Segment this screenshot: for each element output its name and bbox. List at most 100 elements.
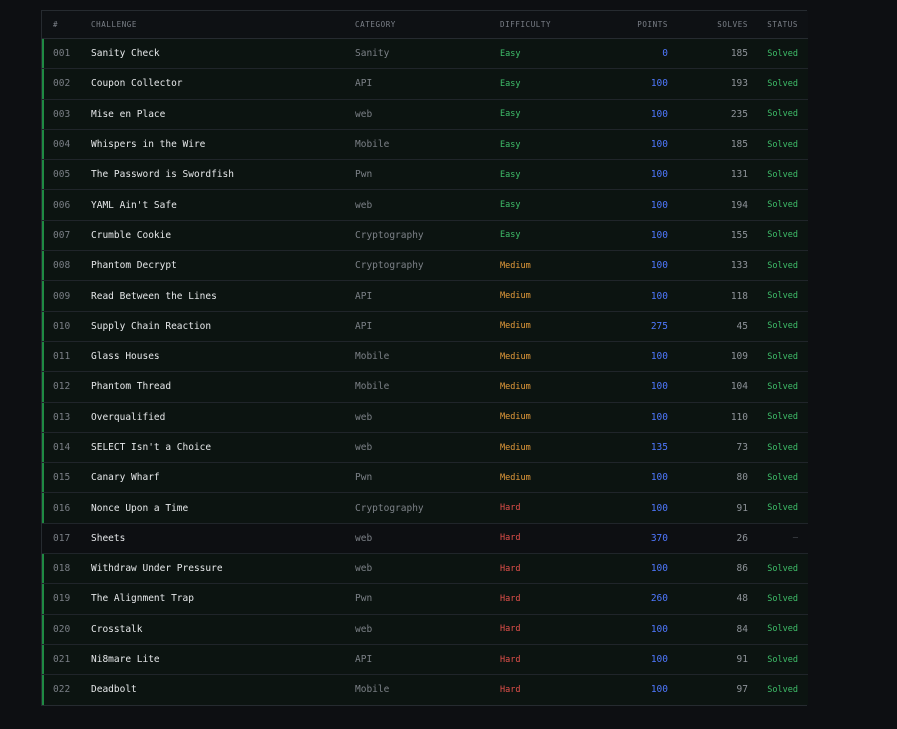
- challenge-number: 019: [42, 583, 91, 615]
- solves-count: 185: [674, 38, 754, 70]
- challenges-table: # CHALLENGE CATEGORY DIFFICULTY POINTS S…: [42, 11, 808, 705]
- points-value: 275: [600, 311, 674, 342]
- status-badge: Solved: [754, 280, 808, 312]
- table-row[interactable]: 012 Phantom Thread Mobile Medium 100 104 Solve…: [42, 371, 808, 403]
- header-solves[interactable]: SOLVES: [674, 11, 754, 39]
- table-row[interactable]: 020 Crosstalk web Hard 100 84 Solved: [42, 614, 808, 645]
- points-value: 100: [600, 674, 674, 705]
- table-row[interactable]: 021 Ni8mare Lite API Hard 100 91 Solved: [42, 644, 808, 676]
- challenge-name: Coupon Collector: [91, 68, 355, 100]
- table-row[interactable]: 016 Nonce Upon a Time Cryptography Hard 100 9…: [42, 492, 808, 524]
- points-value: 100: [600, 462, 674, 494]
- solves-count: 194: [674, 189, 754, 221]
- points-value: 370: [600, 523, 674, 555]
- table-row[interactable]: 001 Sanity Check Sanity Easy 0 185 Solved: [42, 38, 808, 70]
- challenge-category: web: [355, 523, 500, 555]
- status-badge: Solved: [754, 189, 808, 221]
- challenge-category: web: [355, 99, 500, 130]
- table-row[interactable]: 007 Crumble Cookie Cryptography Easy 100 155 S…: [42, 220, 808, 252]
- header-row: # CHALLENGE CATEGORY DIFFICULTY POINTS S…: [42, 11, 808, 39]
- table-row[interactable]: 010 Supply Chain Reaction API Medium 275 45 So…: [42, 311, 808, 342]
- header-status[interactable]: STATUS: [754, 11, 808, 39]
- solves-count: 86: [674, 553, 754, 585]
- status-badge: Solved: [754, 68, 808, 100]
- header-points[interactable]: POINTS: [600, 11, 674, 39]
- header-number[interactable]: #: [42, 11, 91, 39]
- header-difficulty[interactable]: DIFFICULTY: [500, 11, 600, 39]
- challenge-name: The Alignment Trap: [91, 583, 355, 615]
- points-value: 100: [600, 189, 674, 221]
- challenge-category: web: [355, 614, 500, 645]
- status-badge: Solved: [754, 129, 808, 161]
- difficulty-label: Easy: [500, 189, 600, 221]
- table-row[interactable]: 017 Sheets web Hard 370 26—: [42, 523, 808, 555]
- challenge-number: 022: [42, 674, 91, 705]
- table-row[interactable]: 009 Read Between the Lines API Medium 100 118…: [42, 280, 808, 312]
- points-value: 260: [600, 583, 674, 615]
- difficulty-label: Easy: [500, 129, 600, 161]
- status-badge: Solved: [754, 432, 808, 464]
- table-row[interactable]: 014 SELECT Isn't a Choice web Medium 135 73 So…: [42, 432, 808, 464]
- difficulty-label: Hard: [500, 644, 600, 676]
- challenge-name: Phantom Thread: [91, 371, 355, 403]
- challenge-name: Withdraw Under Pressure: [91, 553, 355, 585]
- challenge-category: Mobile: [355, 371, 500, 403]
- difficulty-label: Hard: [500, 583, 600, 615]
- difficulty-label: Easy: [500, 68, 600, 100]
- points-value: 100: [600, 402, 674, 433]
- solves-count: 45: [674, 311, 754, 342]
- challenge-number: 008: [42, 250, 91, 282]
- challenge-name: Supply Chain Reaction: [91, 311, 355, 342]
- challenge-category: web: [355, 432, 500, 464]
- difficulty-label: Hard: [500, 492, 600, 524]
- difficulty-label: Medium: [500, 432, 600, 464]
- difficulty-label: Easy: [500, 159, 600, 191]
- challenge-category: web: [355, 189, 500, 221]
- table-row[interactable]: 019 The Alignment Trap Pwn Hard 260 48 Solved: [42, 583, 808, 615]
- challenge-category: API: [355, 68, 500, 100]
- challenge-number: 016: [42, 492, 91, 524]
- status-badge: Solved: [754, 311, 808, 342]
- table-row[interactable]: 013 Overqualified web Medium 100 110 Solved: [42, 402, 808, 433]
- challenge-category: API: [355, 644, 500, 676]
- table-row[interactable]: 005 The Password is Swordfish Pwn Easy 100 13…: [42, 159, 808, 191]
- points-value: 100: [600, 159, 674, 191]
- challenge-number: 015: [42, 462, 91, 494]
- points-value: 100: [600, 553, 674, 585]
- challenge-number: 014: [42, 432, 91, 464]
- points-value: 100: [600, 371, 674, 403]
- status-badge: Solved: [754, 220, 808, 252]
- difficulty-label: Medium: [500, 462, 600, 494]
- table-row[interactable]: 008 Phantom Decrypt Cryptography Medium 100 1…: [42, 250, 808, 282]
- challenge-number: 012: [42, 371, 91, 403]
- challenge-name: Whispers in the Wire: [91, 129, 355, 161]
- solves-count: 104: [674, 371, 754, 403]
- challenge-number: 009: [42, 280, 91, 312]
- solves-count: 193: [674, 68, 754, 100]
- status-badge: Solved: [754, 492, 808, 524]
- table-row[interactable]: 002 Coupon Collector API Easy 100 193 Solved: [42, 68, 808, 100]
- table-row[interactable]: 018 Withdraw Under Pressure web Hard 100 86 So…: [42, 553, 808, 585]
- table-row[interactable]: 004 Whispers in the Wire Mobile Easy 100 185 S…: [42, 129, 808, 161]
- status-badge: Solved: [754, 644, 808, 676]
- challenge-category: Pwn: [355, 583, 500, 615]
- header-challenge[interactable]: CHALLENGE: [91, 11, 355, 39]
- challenge-category: Pwn: [355, 462, 500, 494]
- table-row[interactable]: 022 Deadbolt Mobile Hard 100 97 Solved: [42, 674, 808, 705]
- solves-count: 235: [674, 99, 754, 130]
- challenge-category: Mobile: [355, 341, 500, 373]
- header-category[interactable]: CATEGORY: [355, 11, 500, 39]
- status-badge: Solved: [754, 583, 808, 615]
- table-row[interactable]: 011 Glass Houses Mobile Medium 100 109 Solved: [42, 341, 808, 373]
- challenge-category: Mobile: [355, 129, 500, 161]
- challenge-number: 004: [42, 129, 91, 161]
- solves-count: 118: [674, 280, 754, 312]
- challenge-number: 003: [42, 99, 91, 130]
- table-row[interactable]: 006 YAML Ain't Safe web Easy 100 194 Solved: [42, 189, 808, 221]
- table-row[interactable]: 003 Mise en Place web Easy 100 235 Solved: [42, 99, 808, 130]
- points-value: 100: [600, 341, 674, 373]
- table-row[interactable]: 015 Canary Wharf Pwn Medium 100 80 Solved: [42, 462, 808, 494]
- challenge-name: Crumble Cookie: [91, 220, 355, 252]
- difficulty-label: Medium: [500, 402, 600, 433]
- status-badge: Solved: [754, 674, 808, 705]
